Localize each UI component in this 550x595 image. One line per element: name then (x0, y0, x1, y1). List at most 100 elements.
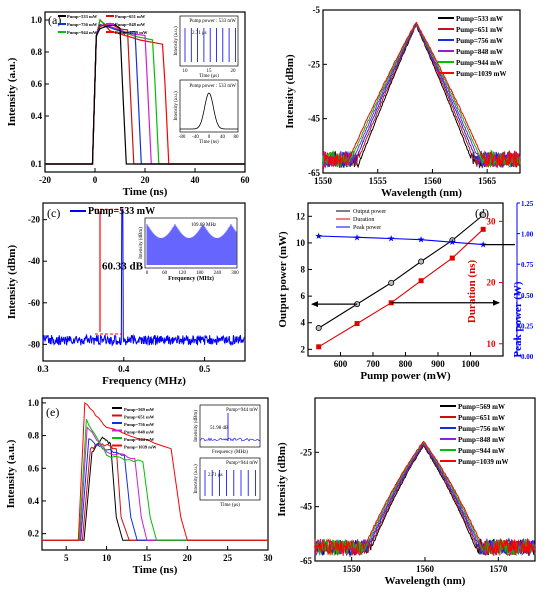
legend-entry: Duration (353, 217, 374, 223)
data-point (418, 258, 425, 265)
plot-frame (42, 202, 246, 362)
y3-tick-label: 0.25 (521, 322, 534, 330)
plot-frame (41, 397, 269, 551)
y-tick-label: 1.0 (31, 15, 43, 25)
x-axis-label: Pump power (mW) (360, 370, 451, 382)
x-tick-label: 1560 (423, 176, 442, 186)
data-point: ★ (387, 233, 395, 243)
x-axis-label: Wavelength (nm) (381, 187, 462, 199)
panel-b: 1550 1555 1560 1565 -65 -45 -25 -5 Wavelength (n… (284, 5, 521, 199)
y-axis-label: Intensity (dBm) (276, 442, 288, 517)
inset-y-label: Intensity (dBm) (194, 410, 199, 442)
inset-x-label: Time (μs) (199, 74, 219, 79)
x-tick-label: 1565 (478, 176, 497, 186)
y-tick-label: -60 (28, 298, 40, 308)
series-line (42, 443, 268, 541)
inset-annotation: 2.71 μs (192, 31, 207, 36)
legend-entry: Pump=569 mW (458, 403, 505, 411)
inset-frame (179, 79, 239, 133)
x-tick-label: 0.5 (199, 364, 211, 374)
legend-entry: Pump=848 mW (458, 436, 505, 444)
x-tick-label: 5 (64, 553, 69, 563)
y-tick-label: 0.1 (31, 159, 43, 169)
x-tick-label: 25 (223, 553, 233, 563)
series-line (318, 235, 484, 246)
legend-entry: Pump=756 mW (124, 422, 155, 427)
x-tick-label: 800 (399, 359, 413, 369)
y2-tick-label: 20 (487, 278, 497, 288)
legend-entry: Pump=1039 mW (115, 30, 148, 35)
inset-legend: Pump power : 533 mW (189, 84, 236, 89)
legend-entry: Pump=944 mW (67, 30, 98, 35)
y-axis-label: Intensity (a.u.) (6, 57, 18, 126)
y-axis-label: Intensity (dBm) (6, 245, 18, 320)
spectrum-line (322, 21, 521, 170)
series-line (318, 228, 484, 348)
x-axis-label: Time (ns) (133, 564, 178, 576)
y-tick-label: 12 (296, 211, 306, 221)
series-line (42, 436, 268, 541)
data-point: ★ (315, 231, 323, 241)
spectrum-line (314, 440, 536, 556)
x-tick-label: 600 (334, 359, 348, 369)
x-tick-label: 40 (191, 175, 201, 185)
inset-annotation: 109.69 MHz (191, 223, 217, 228)
inset-x-label: Frequency (MHz) (212, 450, 248, 455)
x-tick-label: 1555 (369, 176, 388, 186)
inset-y-label: Intensity (a.u.) (194, 464, 199, 494)
x-tick-label: 1550 (314, 176, 333, 186)
inset-pulse-shape (180, 92, 238, 130)
x-tick-label: 10 (102, 553, 112, 563)
legend-entry: Pump=533 mW (67, 14, 98, 19)
x-tick-label: 0.3 (37, 364, 49, 374)
x-tick-label: 0.4 (118, 364, 130, 374)
panel-label: (a) (48, 13, 61, 27)
inset-x-tick: 300 (231, 271, 239, 276)
y3-tick-label: 0.50 (521, 292, 534, 300)
inset-x-tick: 180 (196, 271, 204, 276)
inset-y-label: Intensity (dBm) (139, 227, 144, 259)
data-point (315, 325, 322, 332)
y-tick-label: 0.4 (28, 496, 40, 506)
legend-entry: Pump=848 mW (124, 430, 155, 435)
inset-legend: Pump power : 533 mW (189, 19, 236, 24)
inset-x-tick: 80 (234, 135, 240, 140)
x-axis-label: Wavelength (nm) (385, 575, 466, 587)
x-tick-label: 20 (183, 553, 193, 563)
legend-entry: Pump=1039 mW (456, 70, 506, 78)
y-tick-label: 2 (301, 344, 306, 354)
x-tick-label: 900 (431, 359, 445, 369)
inset-x-tick: 20 (231, 69, 237, 74)
y-tick-label: -25 (308, 59, 320, 69)
panel-label: (c) (47, 206, 60, 220)
inset-x-label: Time (ns) (199, 140, 219, 145)
x-tick-label: -20 (39, 175, 51, 185)
spectrum-line (322, 23, 521, 169)
measure-label: 60.33 dB (102, 261, 144, 273)
x-tick-label: 15 (142, 553, 152, 563)
x-tick-label: 1000 (462, 359, 481, 369)
legend-entry: Pump=569 mW (124, 407, 155, 412)
legend-entry: Output power (353, 209, 386, 215)
panel-d: 600 700 800 900 1000 2 4 6 8 10 12 Pump power (mW) O… (277, 200, 534, 382)
y2-tick-label: 30 (487, 216, 497, 226)
y-tick-label: -20 (28, 215, 40, 225)
y-tick-label: 8 (301, 265, 306, 275)
inset-x-tick: 10 (183, 69, 189, 74)
y-tick-label: -25 (300, 447, 312, 457)
y-tick-label: -40 (28, 256, 40, 266)
y3-tick-label: 0.75 (521, 261, 534, 269)
legend-entry: Pump=756 mW (67, 22, 98, 27)
x-tick-label: 30 (264, 553, 274, 563)
y-tick-label: -45 (308, 114, 320, 124)
legend-entry: Pump=651 mW (124, 415, 155, 420)
inset-y-label: Intensity (a.u.) (174, 91, 179, 121)
y-tick-label: -5 (313, 5, 321, 15)
series-line (42, 426, 268, 541)
panel-e: 5 10 15 20 25 30 0.2 0.4 0.6 0.8 1.0 Time (ns) Inten… (5, 397, 274, 576)
y-tick-label: 0.2 (28, 529, 40, 539)
legend-entry: Pump=848 mW (115, 22, 146, 27)
inset-x-tick: 0 (208, 135, 211, 140)
data-point (449, 255, 455, 261)
inset-x-tick: 0 (146, 271, 149, 276)
